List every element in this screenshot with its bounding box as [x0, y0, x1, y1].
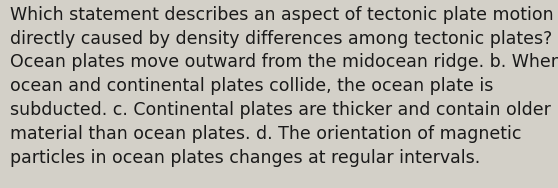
- Text: Which statement describes an aspect of tectonic plate motion
directly caused by : Which statement describes an aspect of t…: [10, 6, 558, 167]
